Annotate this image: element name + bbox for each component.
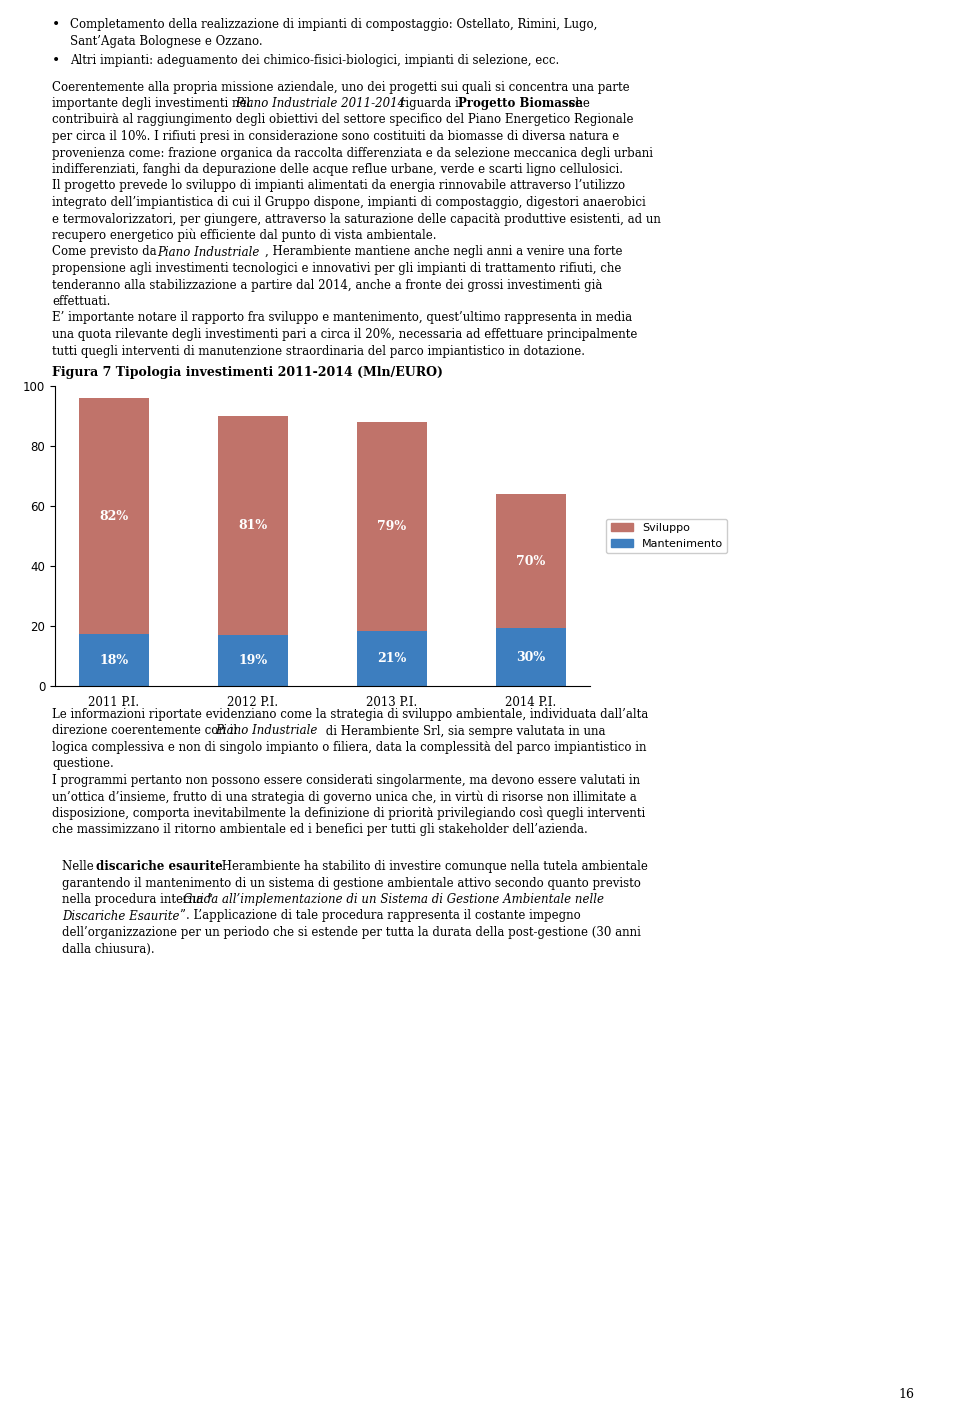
Text: Herambiente ha stabilito di investire comunque nella tutela ambientale: Herambiente ha stabilito di investire co… [218, 860, 648, 873]
Text: 30%: 30% [516, 651, 545, 664]
Text: Completamento della realizzazione di impianti di compostaggio: Ostellato, Rimini: Completamento della realizzazione di imp… [70, 18, 597, 31]
Bar [218, 416, 288, 634]
Bar [357, 630, 427, 686]
Text: recupero energetico più efficiente dal punto di vista ambientale.: recupero energetico più efficiente dal p… [52, 229, 437, 242]
Text: 82%: 82% [100, 509, 129, 523]
Text: Progetto Biomasse: Progetto Biomasse [458, 97, 583, 110]
Text: Piano Industriale: Piano Industriale [157, 246, 259, 259]
Text: discariche esaurite: discariche esaurite [96, 860, 223, 873]
Text: Altri impianti: adeguamento dei chimico-fisici-biologici, impianti di selezione,: Altri impianti: adeguamento dei chimico-… [70, 53, 560, 67]
Text: di Herambiente Srl, sia sempre valutata in una: di Herambiente Srl, sia sempre valutata … [322, 724, 606, 738]
Text: tenderanno alla stabilizzazione a partire dal 2014, anche a fronte dei grossi in: tenderanno alla stabilizzazione a partir… [52, 278, 602, 291]
Text: dell’organizzazione per un periodo che si estende per tutta la durata della post: dell’organizzazione per un periodo che s… [62, 927, 641, 939]
Bar [357, 422, 427, 630]
Bar [496, 628, 565, 686]
Text: Il progetto prevede lo sviluppo di impianti alimentati da energia rinnovabile at: Il progetto prevede lo sviluppo di impia… [52, 180, 625, 193]
Text: e termovalorizzatori, per giungere, attraverso la saturazione delle capacità pro: e termovalorizzatori, per giungere, attr… [52, 212, 660, 225]
Text: indifferenziati, fanghi da depurazione delle acque reflue urbane, verde e scarti: indifferenziati, fanghi da depurazione d… [52, 163, 623, 176]
Text: 16: 16 [898, 1388, 914, 1400]
Bar [218, 634, 288, 686]
Text: un’ottica d’insieme, frutto di una strategia di governo unica che, in virtù di r: un’ottica d’insieme, frutto di una strat… [52, 790, 636, 804]
Bar [496, 494, 565, 628]
Text: propensione agli investimenti tecnologici e innovativi per gli impianti di tratt: propensione agli investimenti tecnologic… [52, 262, 621, 276]
Text: Le informazioni riportate evidenziano come la strategia di sviluppo ambientale, : Le informazioni riportate evidenziano co… [52, 709, 648, 721]
Text: disposizione, comporta inevitabilmente la definizione di priorità privilegiando : disposizione, comporta inevitabilmente l… [52, 807, 645, 821]
Text: effettuati.: effettuati. [52, 295, 110, 308]
Text: 21%: 21% [377, 652, 407, 665]
Text: riguarda il: riguarda il [396, 97, 467, 110]
Text: per circa il 10%. I rifiuti presi in considerazione sono costituiti da biomasse : per circa il 10%. I rifiuti presi in con… [52, 129, 619, 143]
Text: Figura 7 Tipologia investimenti 2011-2014 (Mln/EURO): Figura 7 Tipologia investimenti 2011-201… [52, 366, 443, 380]
Text: 18%: 18% [100, 654, 129, 666]
Bar [80, 398, 149, 634]
Bar [80, 634, 149, 686]
Text: 70%: 70% [516, 555, 545, 568]
Text: una quota rilevante degli investimenti pari a circa il 20%, necessaria ad effett: una quota rilevante degli investimenti p… [52, 328, 637, 342]
Text: Piano Industriale: Piano Industriale [215, 724, 318, 738]
Text: logica complessiva e non di singolo impianto o filiera, data la complessità del : logica complessiva e non di singolo impi… [52, 741, 646, 754]
Text: Piano Industriale 2011-2014: Piano Industriale 2011-2014 [235, 97, 405, 110]
Text: •: • [52, 18, 60, 32]
Text: 81%: 81% [238, 519, 268, 531]
Text: integrato dell’impiantistica di cui il Gruppo dispone, impianti di compostaggio,: integrato dell’impiantistica di cui il G… [52, 195, 646, 209]
Text: contribuirà al raggiungimento degli obiettivi del settore specifico del Piano En: contribuirà al raggiungimento degli obie… [52, 114, 634, 127]
Text: tutti quegli interventi di manutenzione straordinaria del parco impiantistico in: tutti quegli interventi di manutenzione … [52, 344, 585, 357]
Text: nella procedura interna “: nella procedura interna “ [62, 893, 213, 905]
Text: Guida all’implementazione di un Sistema di Gestione Ambientale nelle: Guida all’implementazione di un Sistema … [183, 893, 604, 905]
Text: , Herambiente mantiene anche negli anni a venire una forte: , Herambiente mantiene anche negli anni … [265, 246, 622, 259]
Legend: Sviluppo, Mantenimento: Sviluppo, Mantenimento [607, 519, 728, 553]
Text: ”. L’applicazione di tale procedura rappresenta il costante impegno: ”. L’applicazione di tale procedura rapp… [180, 910, 581, 922]
Text: direzione coerentemente con il: direzione coerentemente con il [52, 724, 241, 738]
Text: I programmi pertanto non possono essere considerati singolarmente, ma devono ess: I programmi pertanto non possono essere … [52, 773, 640, 787]
Text: 79%: 79% [377, 520, 406, 533]
Text: questione.: questione. [52, 758, 113, 770]
Text: •: • [52, 53, 60, 67]
Text: dalla chiusura).: dalla chiusura). [62, 942, 155, 956]
Text: Come previsto da: Come previsto da [52, 246, 160, 259]
Text: importante degli investimenti nel: importante degli investimenti nel [52, 97, 254, 110]
Text: Discariche Esaurite: Discariche Esaurite [62, 910, 180, 922]
Text: garantendo il mantenimento di un sistema di gestione ambientale attivo secondo q: garantendo il mantenimento di un sistema… [62, 876, 641, 890]
Text: Coerentemente alla propria missione aziendale, uno dei progetti sui quali si con: Coerentemente alla propria missione azie… [52, 80, 630, 94]
Text: Nelle: Nelle [62, 860, 98, 873]
Text: che massimizzano il ritorno ambientale ed i benefici per tutti gli stakeholder d: che massimizzano il ritorno ambientale e… [52, 824, 588, 837]
Text: Sant’Agata Bolognese e Ozzano.: Sant’Agata Bolognese e Ozzano. [70, 35, 263, 48]
Text: provenienza come: frazione organica da raccolta differenziata e da selezione mec: provenienza come: frazione organica da r… [52, 146, 653, 159]
Text: 19%: 19% [238, 654, 268, 666]
Text: E’ importante notare il rapporto fra sviluppo e mantenimento, quest’ultimo rappr: E’ importante notare il rapporto fra svi… [52, 312, 632, 325]
Text: che: che [565, 97, 589, 110]
